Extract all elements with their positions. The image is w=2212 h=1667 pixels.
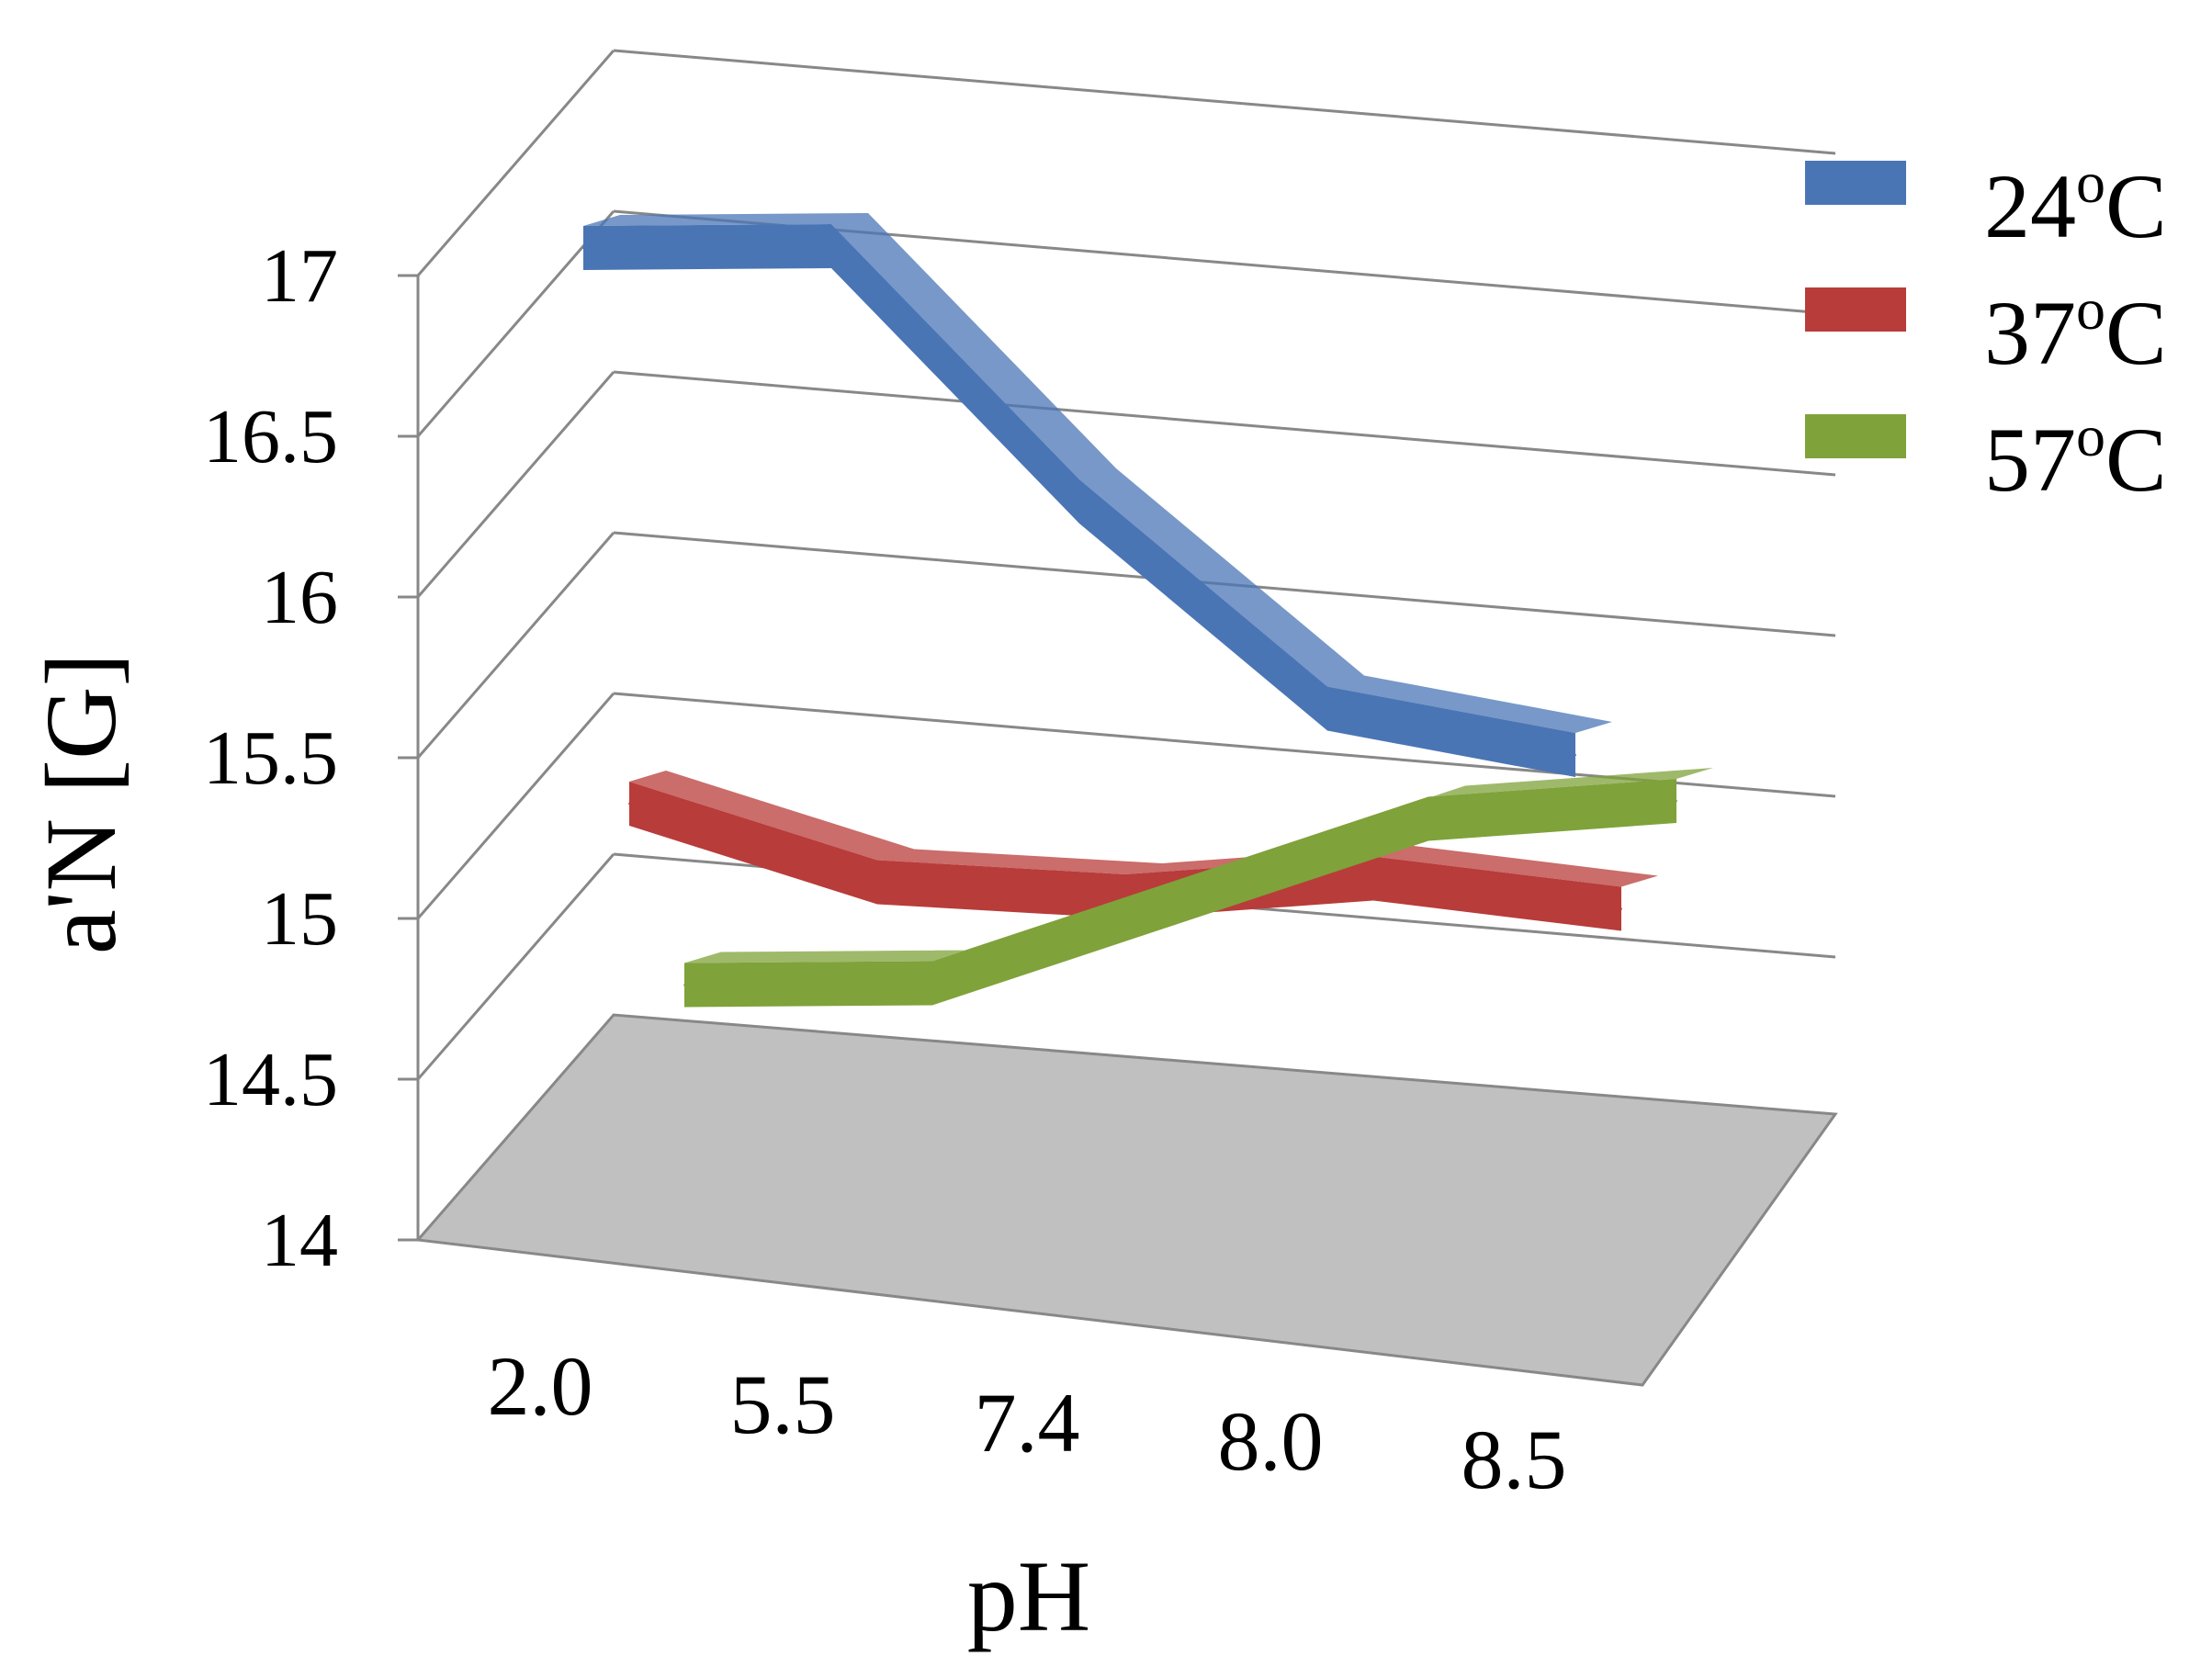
x-tick-label: 8.5 [1462, 1413, 1567, 1506]
series-layer [582, 213, 1713, 1008]
y-tick-label: 16.5 [203, 394, 338, 479]
data-point [1574, 754, 1576, 756]
data-point [1620, 907, 1622, 910]
legend-label: 37oC [1984, 276, 2167, 384]
chart-floor [415, 1013, 1838, 1387]
gridline-side [416, 371, 615, 598]
series-ribbon-face [629, 782, 1621, 931]
y-tick-label: 16 [261, 555, 338, 640]
data-point [1428, 817, 1429, 820]
y-axis-label: a'N [G] [25, 653, 137, 954]
series-24 [582, 213, 1612, 777]
x-tick-labels: 2.0 5.5 7.4 8.0 8.5 [488, 1339, 1567, 1506]
legend-swatch [1805, 161, 1906, 205]
data-point [1179, 900, 1181, 902]
x-tick-label: 2.0 [488, 1339, 593, 1433]
x-tick-label: 5.5 [730, 1357, 836, 1451]
x-axis-label: pH [967, 1540, 1090, 1652]
gridline-side [416, 532, 615, 759]
legend-swatch [1805, 414, 1906, 458]
data-point [876, 881, 878, 884]
x-tick-label: 7.4 [975, 1376, 1080, 1470]
series-ribbon-top [629, 771, 1658, 887]
gridline-side [416, 693, 615, 919]
series-57 [683, 768, 1713, 1008]
legend-label: 24oC [1984, 150, 2167, 257]
gridline-back [613, 49, 1836, 155]
series-ribbon-face [684, 779, 1676, 1008]
grid-layer [398, 49, 1838, 1387]
data-point [931, 982, 933, 985]
data-point [582, 247, 584, 249]
series-37 [628, 771, 1658, 931]
x-tick-label: 8.0 [1218, 1394, 1324, 1488]
y-tick-label: 14 [261, 1198, 338, 1283]
data-point [1372, 877, 1374, 880]
gridline-side [416, 853, 615, 1080]
y-tick-labels: 14 14.5 15 15.5 16 16.5 17 [203, 233, 338, 1283]
y-tick-label: 14.5 [203, 1037, 338, 1122]
gridline-back [613, 370, 1836, 477]
gridline-side [416, 210, 615, 437]
legend: 24oC 37oC 57oC [1805, 150, 2167, 511]
y-tick-label: 17 [261, 233, 338, 319]
y-tick-label: 15 [261, 876, 338, 962]
data-point [628, 803, 630, 805]
legend-label: 57oC [1984, 403, 2167, 511]
legend-swatch [1805, 287, 1906, 332]
data-point [683, 984, 685, 986]
data-point [1124, 895, 1126, 897]
data-point [830, 245, 832, 247]
data-point [1676, 800, 1677, 802]
gridline-side [416, 50, 615, 276]
y-tick-label: 15.5 [203, 715, 338, 801]
data-point [1078, 501, 1080, 502]
series-ribbon-top [583, 213, 1612, 733]
data-point [1326, 707, 1328, 710]
